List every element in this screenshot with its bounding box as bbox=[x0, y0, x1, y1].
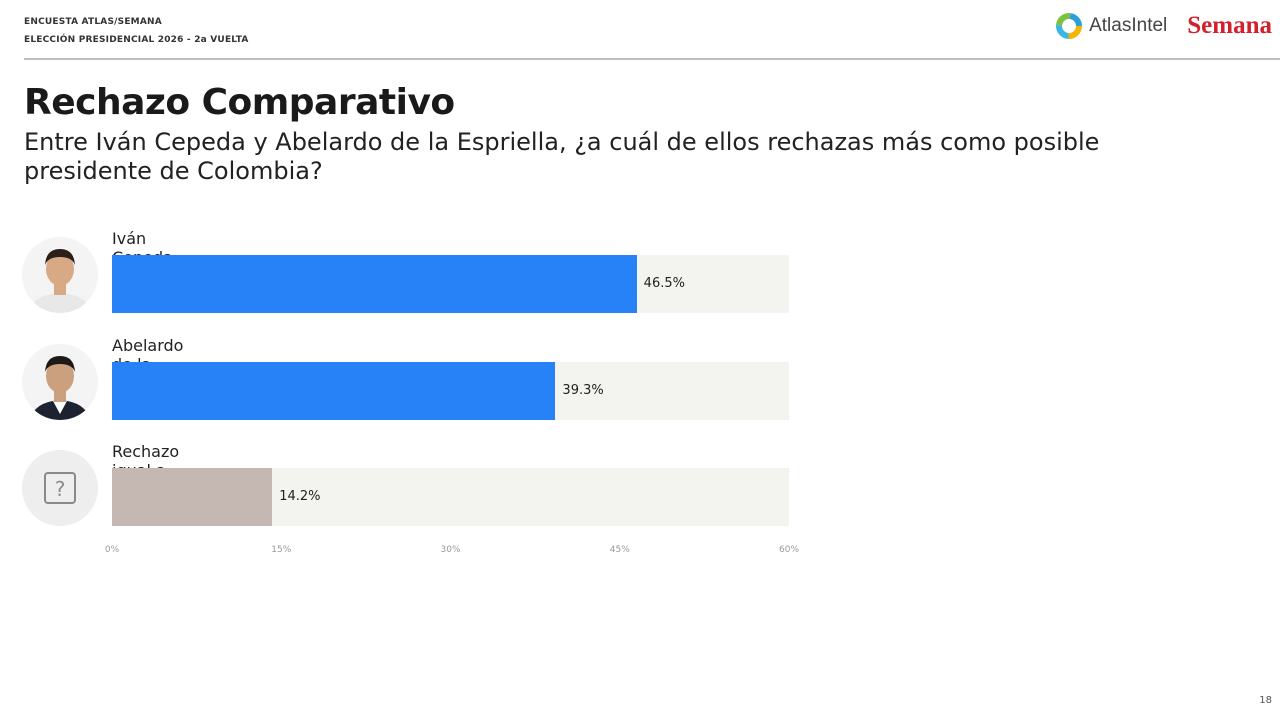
x-tick-label: 0% bbox=[104, 545, 120, 555]
svg-text:?: ? bbox=[55, 477, 66, 501]
atlasintel-logo-text: AtlasIntel bbox=[1089, 15, 1168, 36]
person-avatar bbox=[22, 344, 98, 420]
bar bbox=[112, 468, 273, 526]
brand-logos: AtlasIntel Semana bbox=[1055, 12, 1272, 40]
bar bbox=[112, 255, 637, 313]
chart-title: Rechazo Comparativo bbox=[24, 82, 455, 123]
semana-logo: Semana bbox=[1187, 12, 1272, 39]
atlasintel-logo: AtlasIntel bbox=[1055, 12, 1167, 40]
person-avatar bbox=[22, 237, 98, 313]
page-number: 18 bbox=[1259, 695, 1272, 706]
atlasintel-logo-icon bbox=[1056, 13, 1083, 39]
data-label: 39.3% bbox=[562, 383, 604, 398]
header-divider bbox=[24, 58, 1280, 60]
x-tick-label: 30% bbox=[440, 545, 461, 555]
election-name: ELECCIÓN PRESIDENCIAL 2026 - 2a VUELTA bbox=[24, 35, 249, 45]
survey-name: ENCUESTA ATLAS/SEMANA bbox=[24, 17, 162, 27]
question-mark-icon: ? bbox=[22, 450, 98, 526]
survey-header: ENCUESTA ATLAS/SEMANA ELECCIÓN PRESIDENC… bbox=[24, 13, 249, 49]
chart-subtitle: Entre Iván Cepeda y Abelardo de la Espri… bbox=[24, 128, 1100, 185]
data-label: 14.2% bbox=[279, 489, 321, 504]
x-tick-label: 45% bbox=[609, 545, 630, 555]
x-tick-label: 60% bbox=[778, 545, 800, 555]
data-label: 46.5% bbox=[643, 276, 685, 291]
bar bbox=[112, 362, 556, 420]
x-tick-label: 15% bbox=[271, 545, 292, 555]
